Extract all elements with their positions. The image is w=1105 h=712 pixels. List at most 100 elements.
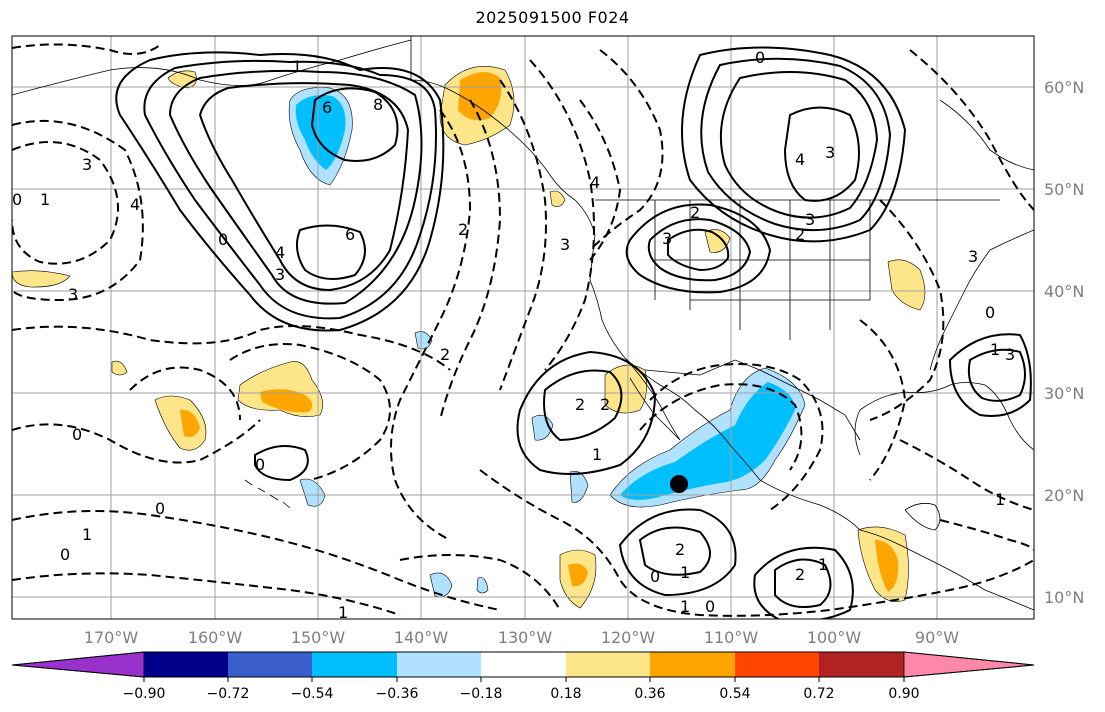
colorbar-tick-label: −0.36 xyxy=(376,686,419,702)
colorbar-tick-label: 0.18 xyxy=(550,686,581,702)
contour-label: 3 xyxy=(662,229,672,248)
lon-label-110w: 110°W xyxy=(704,628,759,647)
shade-positive-se-alaska-core xyxy=(458,71,502,121)
solid-contours xyxy=(115,46,1032,619)
dashed-east-2 xyxy=(869,199,945,421)
dashed-west-6 xyxy=(12,572,401,616)
contour-label: 1 xyxy=(292,57,302,76)
lat-label-50n: 50°N xyxy=(1044,180,1084,199)
contour-label: 2 xyxy=(458,220,468,239)
colorbar-segment-9 xyxy=(819,652,904,677)
colorbar-segment-1 xyxy=(144,652,228,677)
colorbar-tick-label: −0.90 xyxy=(123,686,166,702)
dashed-mid-4 xyxy=(529,59,595,371)
lon-label-130w: 130°W xyxy=(498,628,553,647)
contour-hudson-4 xyxy=(783,106,860,202)
contour-rockies-low-3 xyxy=(667,228,730,272)
contour-hudson-outer xyxy=(681,46,907,243)
lat-label-30n: 30°N xyxy=(1044,384,1084,403)
contour-label: 0 xyxy=(218,230,228,249)
lat-label-60n: 60°N xyxy=(1044,78,1084,97)
contour-label: 0 xyxy=(155,499,165,518)
shaded-regions xyxy=(12,66,926,609)
dashed-nw-1 xyxy=(12,43,161,55)
contour-label: 6 xyxy=(322,98,332,117)
contour-label: 1 xyxy=(818,555,828,574)
map-title: 2025091500 F024 xyxy=(475,8,630,27)
contour-label: 3 xyxy=(825,143,835,162)
shade-negative-mexico-core xyxy=(620,382,795,500)
contour-label: 1 xyxy=(680,597,690,616)
contour-sw-mex-2 xyxy=(638,526,711,576)
contour-label: 2 xyxy=(575,395,585,414)
dashed-mex-2 xyxy=(639,383,803,471)
dashed-mid-3 xyxy=(499,79,547,391)
contour-label: 0 xyxy=(255,455,265,474)
contour-label: 3 xyxy=(275,265,285,284)
contour-label: 3 xyxy=(68,285,78,304)
contour-label: 1 xyxy=(338,603,348,622)
dashed-hudson-2 xyxy=(579,99,622,261)
lon-label-120w: 120°W xyxy=(601,628,656,647)
dashed-hudson-1 xyxy=(589,49,664,251)
dashed-gulf-1 xyxy=(899,439,1034,511)
coast-baja xyxy=(624,357,681,441)
shade-small-4 xyxy=(887,259,926,311)
contour-label: 4 xyxy=(275,243,285,262)
shade-positive-south-core xyxy=(568,563,588,587)
lon-label-100w: 100°W xyxy=(807,628,862,647)
dashed-contours xyxy=(12,43,1034,617)
colorbar-tick-label: −0.54 xyxy=(291,686,334,702)
coast-east xyxy=(929,229,1034,371)
contour-label: 1 xyxy=(680,563,690,582)
colorbar-ticks xyxy=(143,677,905,682)
contour-high-6 xyxy=(295,224,366,280)
lon-label-150w: 150°W xyxy=(291,628,346,647)
colorbar-segment-7 xyxy=(650,652,735,677)
colorbar-segment-3 xyxy=(312,652,397,677)
contour-labels: 1 6 8 4 6 3 0 3 0 1 3 4 0 2 2 2 0 2 1 2 … xyxy=(12,48,1015,622)
lat-label-10n: 10°N xyxy=(1044,588,1084,607)
coast-yucatan xyxy=(904,502,941,531)
contour-label: 3 xyxy=(560,235,570,254)
dashed-mex-1 xyxy=(649,363,824,511)
dashed-west-3 xyxy=(12,325,451,371)
contour-label: 2 xyxy=(675,540,685,559)
contour-label: 1 xyxy=(40,190,50,209)
dashed-west-1 xyxy=(12,141,119,265)
contour-south-1 xyxy=(753,546,854,619)
contour-aleutian-outer xyxy=(115,51,445,332)
colorbar-tick-label: 0.72 xyxy=(803,686,834,702)
coast-alaska-panhandle xyxy=(410,36,576,201)
state-lines xyxy=(654,200,871,340)
contour-hawaii-0 xyxy=(254,445,309,482)
contour-rockies-low xyxy=(625,203,772,294)
shade-small-11 xyxy=(549,190,566,207)
colorbar-segment-6 xyxy=(566,652,650,677)
contour-rockies-low-2 xyxy=(647,218,752,282)
map-frame xyxy=(11,35,1035,620)
contour-label: 0 xyxy=(705,597,715,616)
colorbar-tick-label: 0.90 xyxy=(888,686,919,702)
dashed-mid-2 xyxy=(439,99,502,421)
contour-label: 2 xyxy=(690,203,700,222)
colorbar-segment-5 xyxy=(481,652,566,677)
hawaii-islands xyxy=(244,479,291,509)
colorbar-tick-label: 0.54 xyxy=(719,686,750,702)
dashed-west-5 xyxy=(12,510,501,611)
longitude-labels: 170°W 160°W 150°W 140°W 130°W 120°W 110°… xyxy=(84,628,959,647)
coast-hudson xyxy=(939,99,1034,171)
coast-gulf-of-mexico xyxy=(854,382,1034,456)
shade-positive-central-america-core xyxy=(875,540,899,592)
contour-label: 4 xyxy=(590,173,600,192)
colorbar-segment-2 xyxy=(228,652,312,677)
shade-small-3 xyxy=(704,229,731,253)
dashed-gulf-2 xyxy=(939,519,1034,551)
contour-pac-1 xyxy=(516,350,657,475)
colorbar-tick-label: 0.36 xyxy=(634,686,665,702)
contour-label: 1 xyxy=(592,445,602,464)
contour-label: 2 xyxy=(795,225,805,244)
colorbar-tick-label: −0.72 xyxy=(207,686,250,702)
shade-small-12 xyxy=(111,360,128,376)
contour-label: 3 xyxy=(1005,345,1015,364)
